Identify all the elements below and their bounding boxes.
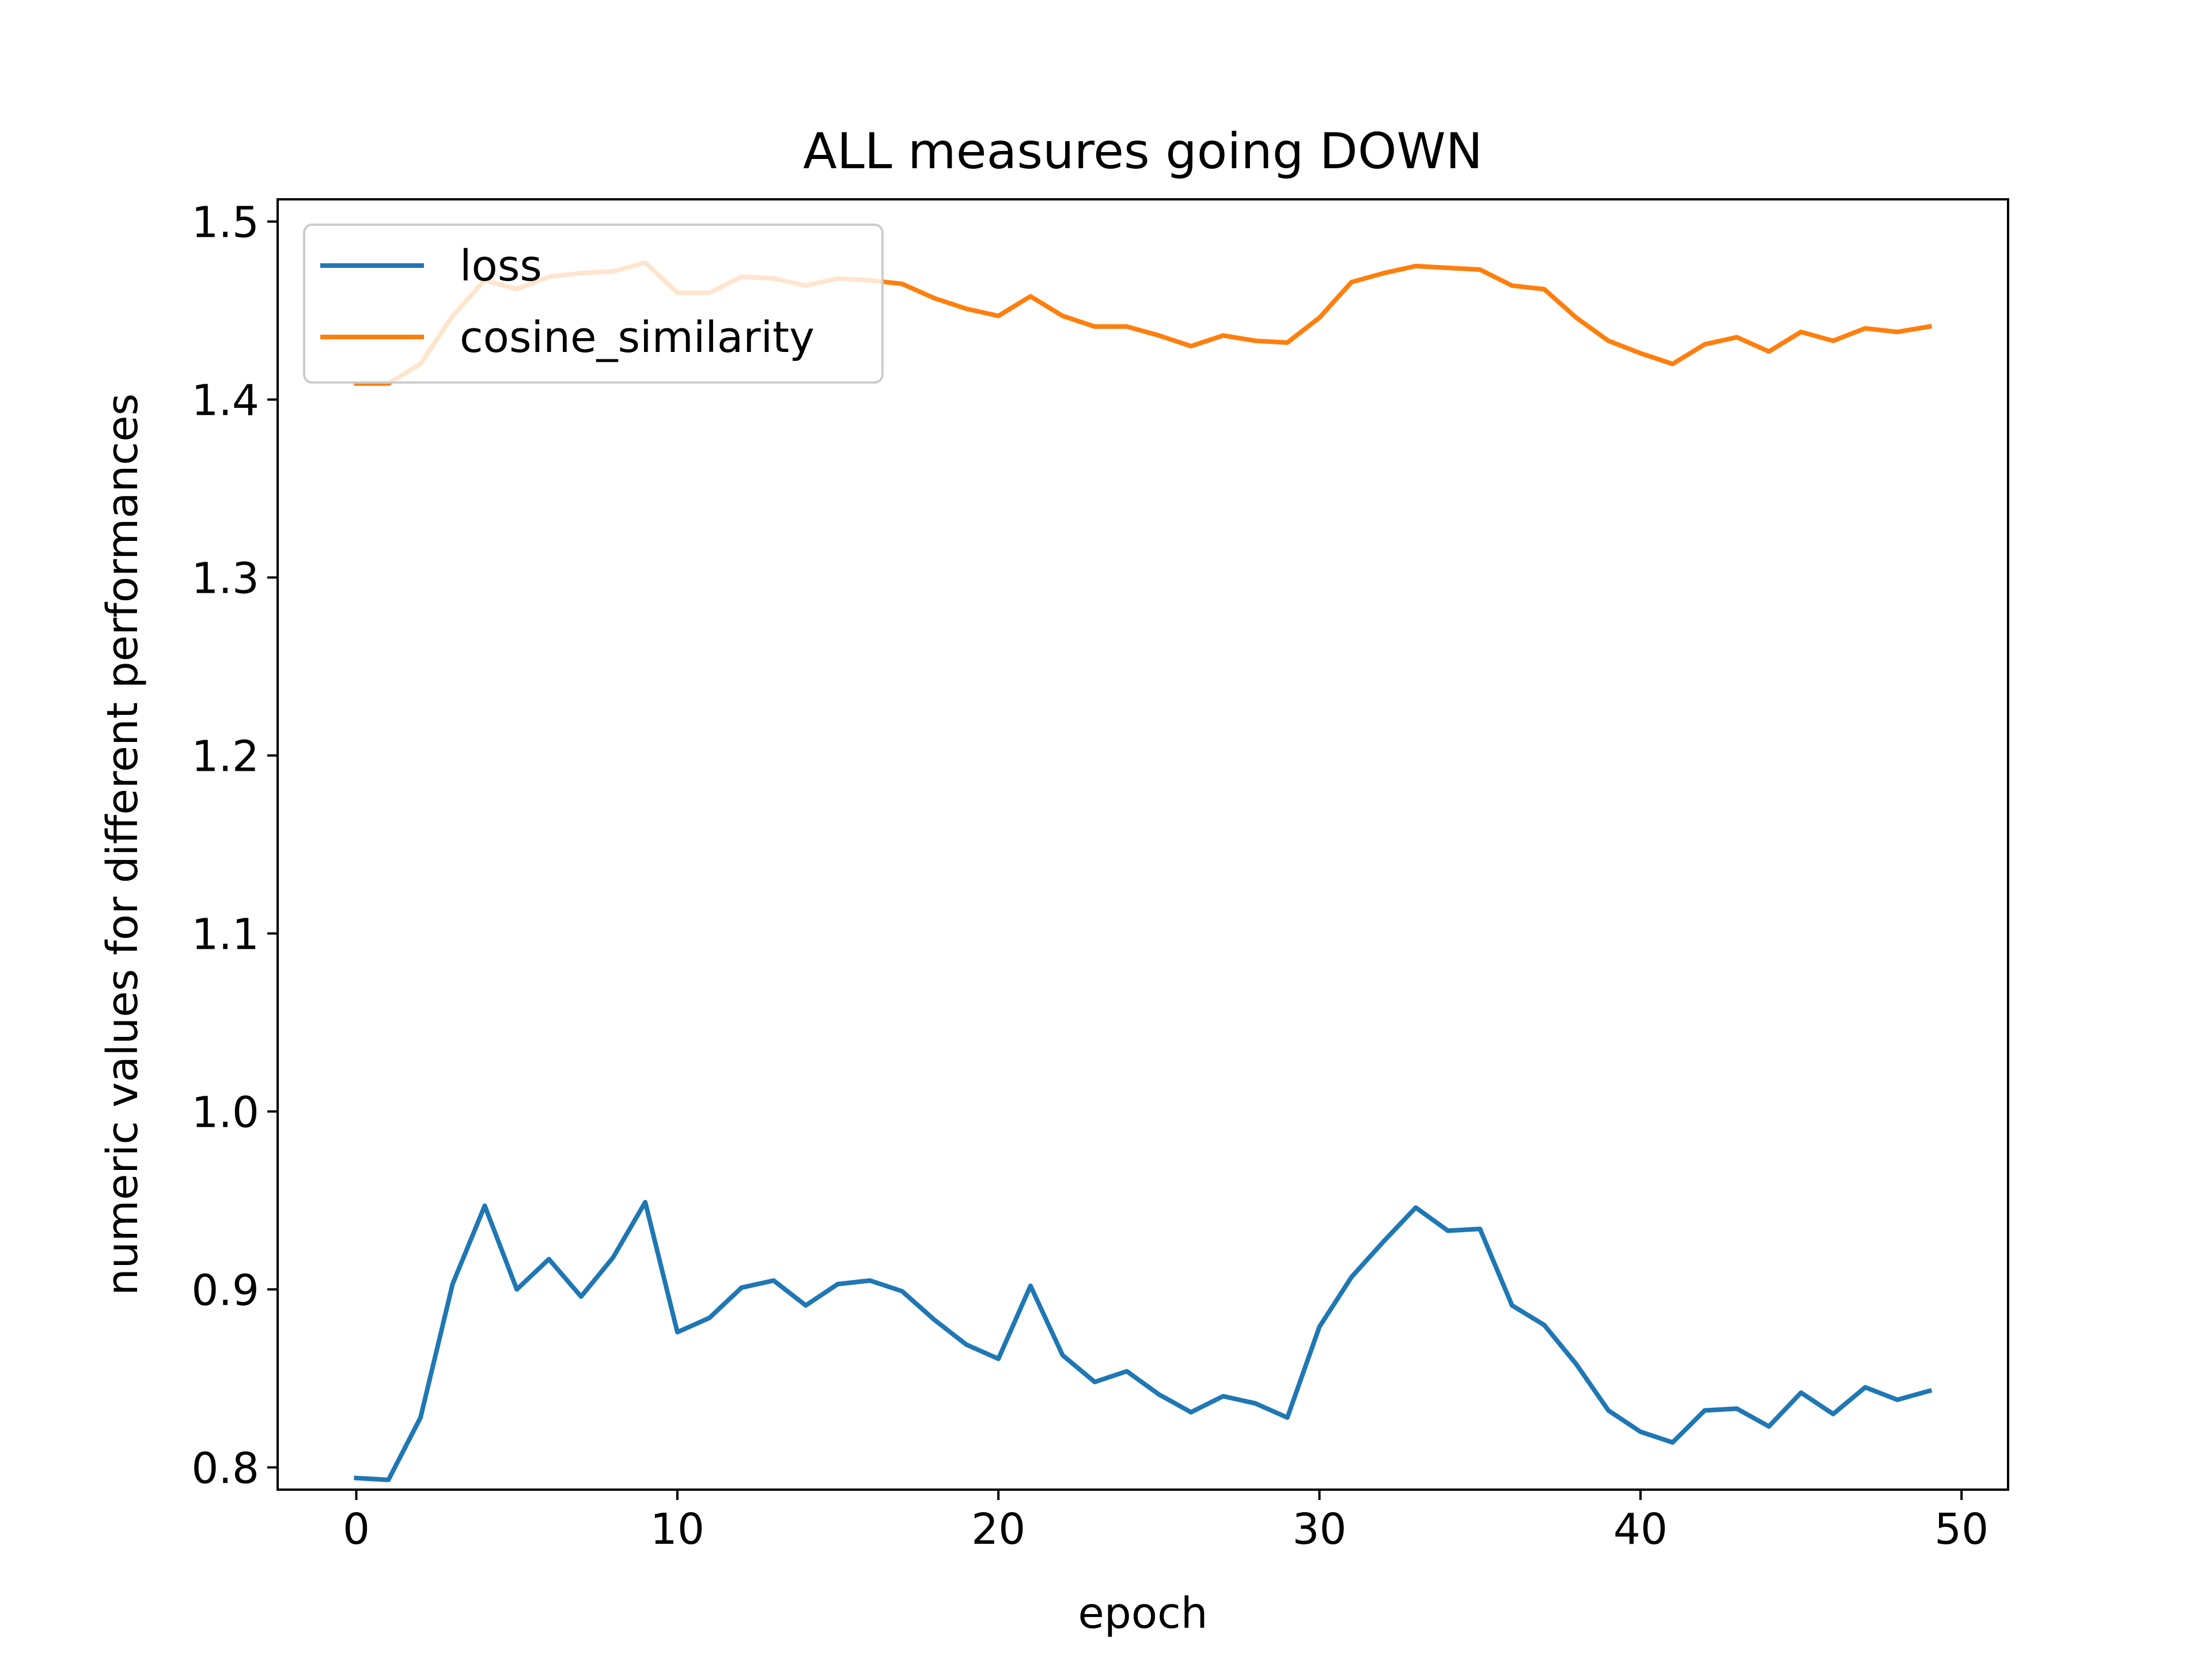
y-axis-label: numeric values for different performance… (98, 393, 147, 1296)
x-axis-label: epoch (1078, 1589, 1207, 1638)
series-line-loss (354, 1200, 1933, 1482)
x-tick-label: 20 (971, 1505, 1025, 1554)
y-tick-label: 1.1 (191, 910, 259, 959)
y-tick-label: 1.2 (191, 732, 259, 782)
y-tick-label: 1.5 (191, 198, 259, 248)
y-tick-label: 1.4 (191, 376, 259, 426)
y-tick-label: 0.8 (191, 1444, 259, 1493)
x-tick-label: 0 (343, 1505, 370, 1554)
legend-label-cosine-similarity: cosine_similarity (460, 313, 815, 362)
y-tick-label: 1.3 (191, 554, 259, 604)
x-tick-label: 40 (1613, 1505, 1668, 1554)
legend-label-loss: loss (460, 241, 542, 291)
y-tick-label: 0.9 (191, 1266, 259, 1315)
y-axis-ticks: 0.8 0.9 1.0 1.1 1.2 1.3 1.4 1.5 (191, 198, 278, 1493)
x-tick-label: 10 (650, 1505, 704, 1554)
x-axis-ticks: 0 10 20 30 40 50 (343, 1490, 1988, 1554)
legend-box (303, 224, 884, 384)
x-tick-label: 30 (1292, 1505, 1346, 1554)
chart-title: ALL measures going DOWN (803, 123, 1483, 180)
x-tick-label: 50 (1934, 1505, 1988, 1554)
y-tick-label: 1.0 (191, 1088, 259, 1137)
plot-area-frame (276, 198, 2009, 1491)
legend: loss cosine_similarity (303, 224, 884, 384)
